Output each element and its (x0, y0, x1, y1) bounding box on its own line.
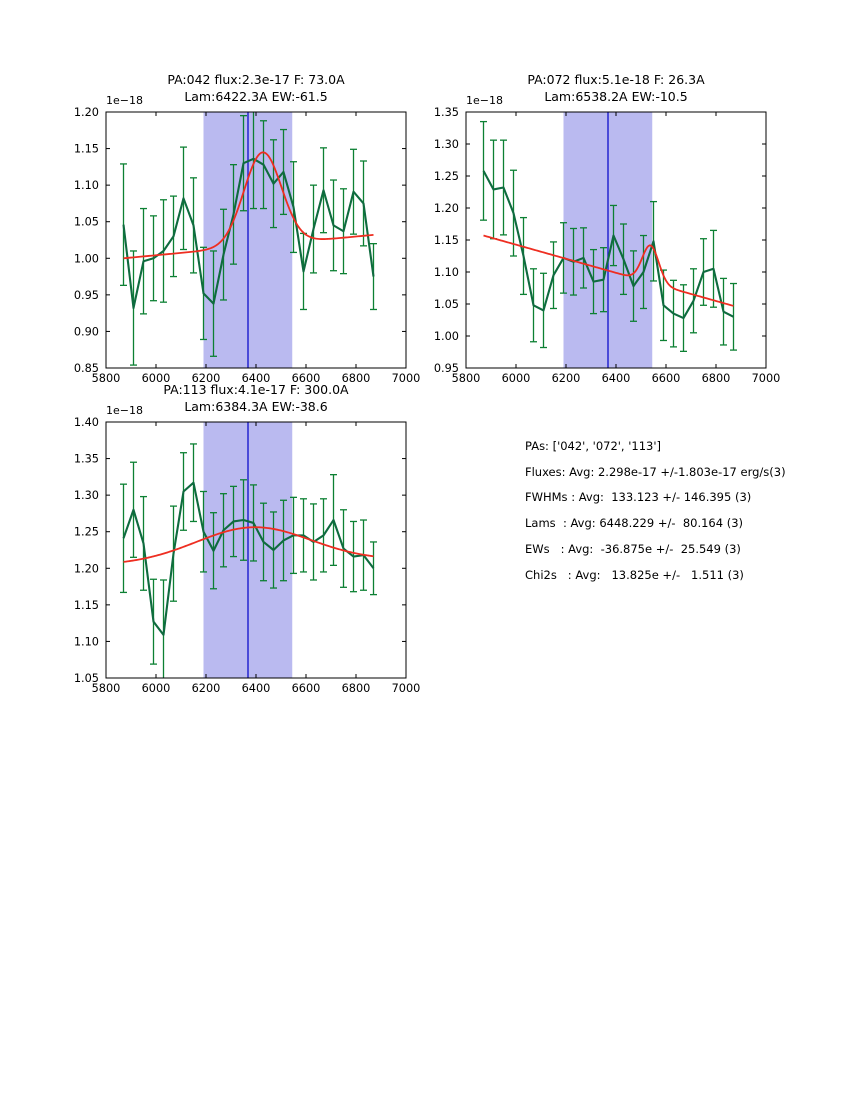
svg-text:1.10: 1.10 (74, 635, 99, 648)
svg-text:1.05: 1.05 (434, 298, 459, 311)
stats-line-lams: Lams : Avg: 6448.229 +/- 80.164 (3) (525, 516, 744, 531)
subplot-pa042-title-line1: PA:042 flux:2.3e-17 F: 73.0A (167, 72, 345, 87)
svg-text:6400: 6400 (242, 372, 271, 385)
svg-text:6000: 6000 (142, 682, 171, 695)
svg-text:7000: 7000 (752, 372, 780, 385)
svg-text:1.25: 1.25 (434, 170, 459, 183)
svg-text:1.05: 1.05 (74, 216, 99, 229)
stats-line-fluxes: Fluxes: Avg: 2.298e-17 +/-1.803e-17 erg/… (525, 464, 786, 479)
svg-text:1.00: 1.00 (74, 252, 99, 265)
subplot-pa042-title-line2: Lam:6422.3A EW:-61.5 (184, 89, 328, 104)
svg-text:6000: 6000 (502, 372, 531, 385)
svg-text:5800: 5800 (92, 372, 121, 385)
svg-text:7000: 7000 (392, 372, 420, 385)
subplot-pa042-title: PA:042 flux:2.3e-17 F: 73.0A Lam:6422.3A… (106, 71, 406, 105)
subplot-pa113-title-line2: Lam:6384.3A EW:-38.6 (184, 399, 328, 414)
stats-line-ews: EWs : Avg: -36.875e +/- 25.549 (3) (525, 541, 741, 556)
svg-text:7000: 7000 (392, 682, 420, 695)
svg-text:6200: 6200 (552, 372, 581, 385)
svg-text:0.95: 0.95 (434, 362, 459, 375)
svg-text:6200: 6200 (192, 372, 221, 385)
subplot-pa072-plot: 5800 6000 6200 6400 6600 6800 7000 0.95 1.00 1.05… (434, 94, 780, 385)
svg-text:5800: 5800 (92, 682, 121, 695)
svg-text:6000: 6000 (142, 372, 171, 385)
stats-panel: PAs: ['042', '072', '113'] Fluxes: Avg: … (525, 434, 786, 588)
svg-text:1.00: 1.00 (434, 330, 459, 343)
svg-text:6800: 6800 (342, 372, 371, 385)
subplot-pa113-title: PA:113 flux:4.1e-17 F: 300.0A Lam:6384.3… (106, 381, 406, 415)
svg-text:6800: 6800 (342, 682, 371, 695)
subplot-pa113-plot: 5800 6000 6200 6400 6600 6800 7000 1.05 1.10 1.15… (74, 404, 420, 695)
svg-text:1.40: 1.40 (74, 416, 99, 429)
svg-text:1.25: 1.25 (74, 526, 99, 539)
svg-text:6600: 6600 (292, 372, 321, 385)
svg-text:1.30: 1.30 (74, 489, 99, 502)
svg-text:0.95: 0.95 (74, 289, 99, 302)
svg-text:1.20: 1.20 (74, 562, 99, 575)
svg-text:6600: 6600 (292, 682, 321, 695)
svg-text:1.15: 1.15 (74, 599, 99, 612)
subplot-pa072-title-line2: Lam:6538.2A EW:-10.5 (544, 89, 688, 104)
svg-text:1.10: 1.10 (74, 179, 99, 192)
svg-text:0.90: 0.90 (74, 325, 99, 338)
svg-text:6400: 6400 (242, 682, 271, 695)
svg-text:0.85: 0.85 (74, 362, 99, 375)
svg-text:1.35: 1.35 (434, 106, 459, 119)
svg-text:1.35: 1.35 (74, 453, 99, 466)
svg-text:6400: 6400 (602, 372, 631, 385)
subplot-pa072-title-line1: PA:072 flux:5.1e-18 F: 26.3A (527, 72, 705, 87)
stats-line-fwhms: FWHMs : Avg: 133.123 +/- 146.395 (3) (525, 490, 752, 505)
stats-line-chi2s: Chi2s : Avg: 13.825e +/- 1.511 (3) (525, 567, 744, 582)
svg-text:6600: 6600 (652, 372, 681, 385)
svg-text:5800: 5800 (452, 372, 481, 385)
svg-text:1e−18: 1e−18 (106, 94, 143, 107)
subplot-pa113-title-line1: PA:113 flux:4.1e-17 F: 300.0A (163, 382, 349, 397)
svg-text:6800: 6800 (702, 372, 731, 385)
subplot-pa042-plot: 5800 6000 6200 6400 6600 6800 7000 0.85 0.90 0.95… (74, 94, 420, 385)
svg-text:1.20: 1.20 (434, 202, 459, 215)
svg-text:1e−18: 1e−18 (466, 94, 503, 107)
svg-text:1.05: 1.05 (74, 672, 99, 685)
svg-text:1.15: 1.15 (434, 234, 459, 247)
svg-text:1.30: 1.30 (434, 138, 459, 151)
svg-text:1.20: 1.20 (74, 106, 99, 119)
subplot-pa072-title: PA:072 flux:5.1e-18 F: 26.3A Lam:6538.2A… (466, 71, 766, 105)
stats-line-pas: PAs: ['042', '072', '113'] (525, 439, 662, 453)
svg-text:1.15: 1.15 (74, 143, 99, 156)
svg-text:1.10: 1.10 (434, 266, 459, 279)
svg-text:1e−18: 1e−18 (106, 404, 143, 417)
svg-text:6200: 6200 (192, 682, 221, 695)
